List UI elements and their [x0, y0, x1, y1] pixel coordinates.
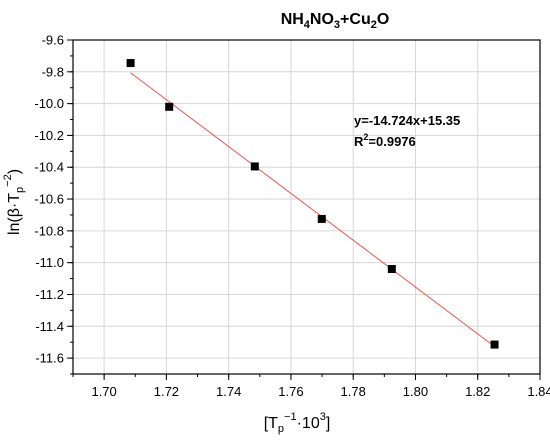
- data-point: [490, 340, 499, 349]
- y-tick-label: -10.4: [34, 160, 64, 175]
- x-tick-label: 1.74: [216, 384, 241, 399]
- y-tick-label: -10.8: [34, 223, 64, 238]
- grid: [73, 40, 540, 374]
- data-point: [126, 59, 135, 68]
- chart-title: NH4NO3+Cu2O: [281, 11, 390, 31]
- y-tick-label: -11.6: [35, 351, 64, 366]
- fit-equation: y=-14.724x+15.35: [354, 113, 460, 128]
- x-tick-label: 1.82: [465, 384, 490, 399]
- x-tick-label: 1.76: [278, 384, 303, 399]
- y-ticks: -9.6 -9.8 -10.0 -10.2 -10.4 -10.6 -10.8 -11.0 -1…: [34, 33, 73, 375]
- data-point: [387, 265, 396, 274]
- x-tick-label: 1.70: [91, 384, 116, 399]
- y-tick-label: -10.6: [34, 192, 64, 207]
- y-tick-label: -11.2: [35, 287, 64, 302]
- y-tick-label: -10.0: [34, 96, 64, 111]
- y-tick-label: -9.6: [42, 33, 64, 48]
- data-points: [126, 59, 499, 349]
- fit-line: [130, 72, 495, 347]
- plot-frame: [72, 39, 541, 375]
- data-point: [317, 214, 326, 223]
- x-tick-label: 1.80: [403, 384, 428, 399]
- x-axis-label: [Tp−1·103]: [264, 411, 331, 435]
- y-tick-label: -10.2: [34, 128, 64, 143]
- data-point: [250, 162, 259, 171]
- fit-line-group: [130, 72, 495, 347]
- x-tick-label: 1.72: [154, 384, 179, 399]
- data-point: [165, 102, 174, 111]
- x-tick-label: 1.78: [341, 384, 366, 399]
- y-axis-label: ln(β·Tp−2): [2, 169, 26, 235]
- y-tick-label: -9.8: [42, 64, 64, 79]
- r-squared: R2=0.9976: [354, 132, 416, 149]
- x-ticks: 1.70 1.72 1.74 1.76 1.78 1.80 1.82 1.84: [72, 374, 550, 399]
- x-tick-label: 1.84: [527, 384, 550, 399]
- y-tick-label: -11.0: [35, 255, 64, 270]
- y-tick-label: -11.4: [35, 319, 64, 334]
